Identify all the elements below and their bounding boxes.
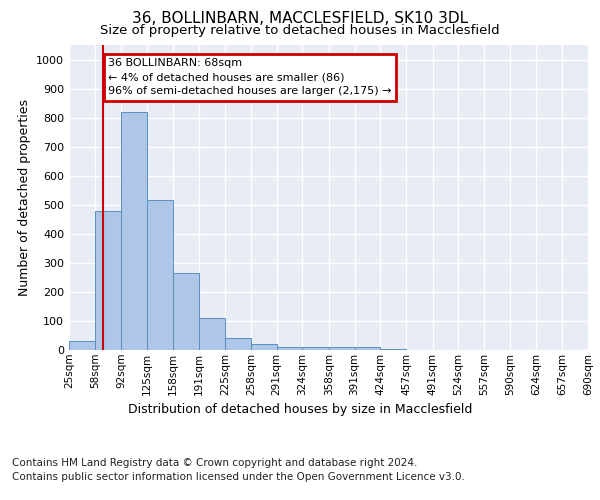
Text: Contains HM Land Registry data © Crown copyright and database right 2024.: Contains HM Land Registry data © Crown c… (12, 458, 418, 468)
Bar (355, 347, 380, 350)
Bar (302, 347, 329, 350)
Bar (329, 347, 355, 350)
Text: Contains public sector information licensed under the Open Government Licence v3: Contains public sector information licen… (12, 472, 465, 482)
Bar (147, 200, 173, 350)
Text: 36 BOLLINBARN: 68sqm
← 4% of detached houses are smaller (86)
96% of semi-detach: 36 BOLLINBARN: 68sqm ← 4% of detached ho… (108, 58, 392, 96)
Bar (173, 273, 199, 350)
Bar (199, 318, 225, 350)
Bar (121, 112, 147, 350)
Text: Size of property relative to detached houses in Macclesfield: Size of property relative to detached ho… (100, 24, 500, 37)
Y-axis label: Number of detached properties: Number of detached properties (17, 99, 31, 296)
Bar (69, 342, 95, 350)
Bar (225, 338, 251, 350)
Text: Distribution of detached houses by size in Macclesfield: Distribution of detached houses by size … (128, 402, 472, 415)
Bar (251, 344, 277, 350)
Bar (95, 210, 121, 350)
Text: 36, BOLLINBARN, MACCLESFIELD, SK10 3DL: 36, BOLLINBARN, MACCLESFIELD, SK10 3DL (132, 11, 468, 26)
Bar (277, 346, 302, 350)
